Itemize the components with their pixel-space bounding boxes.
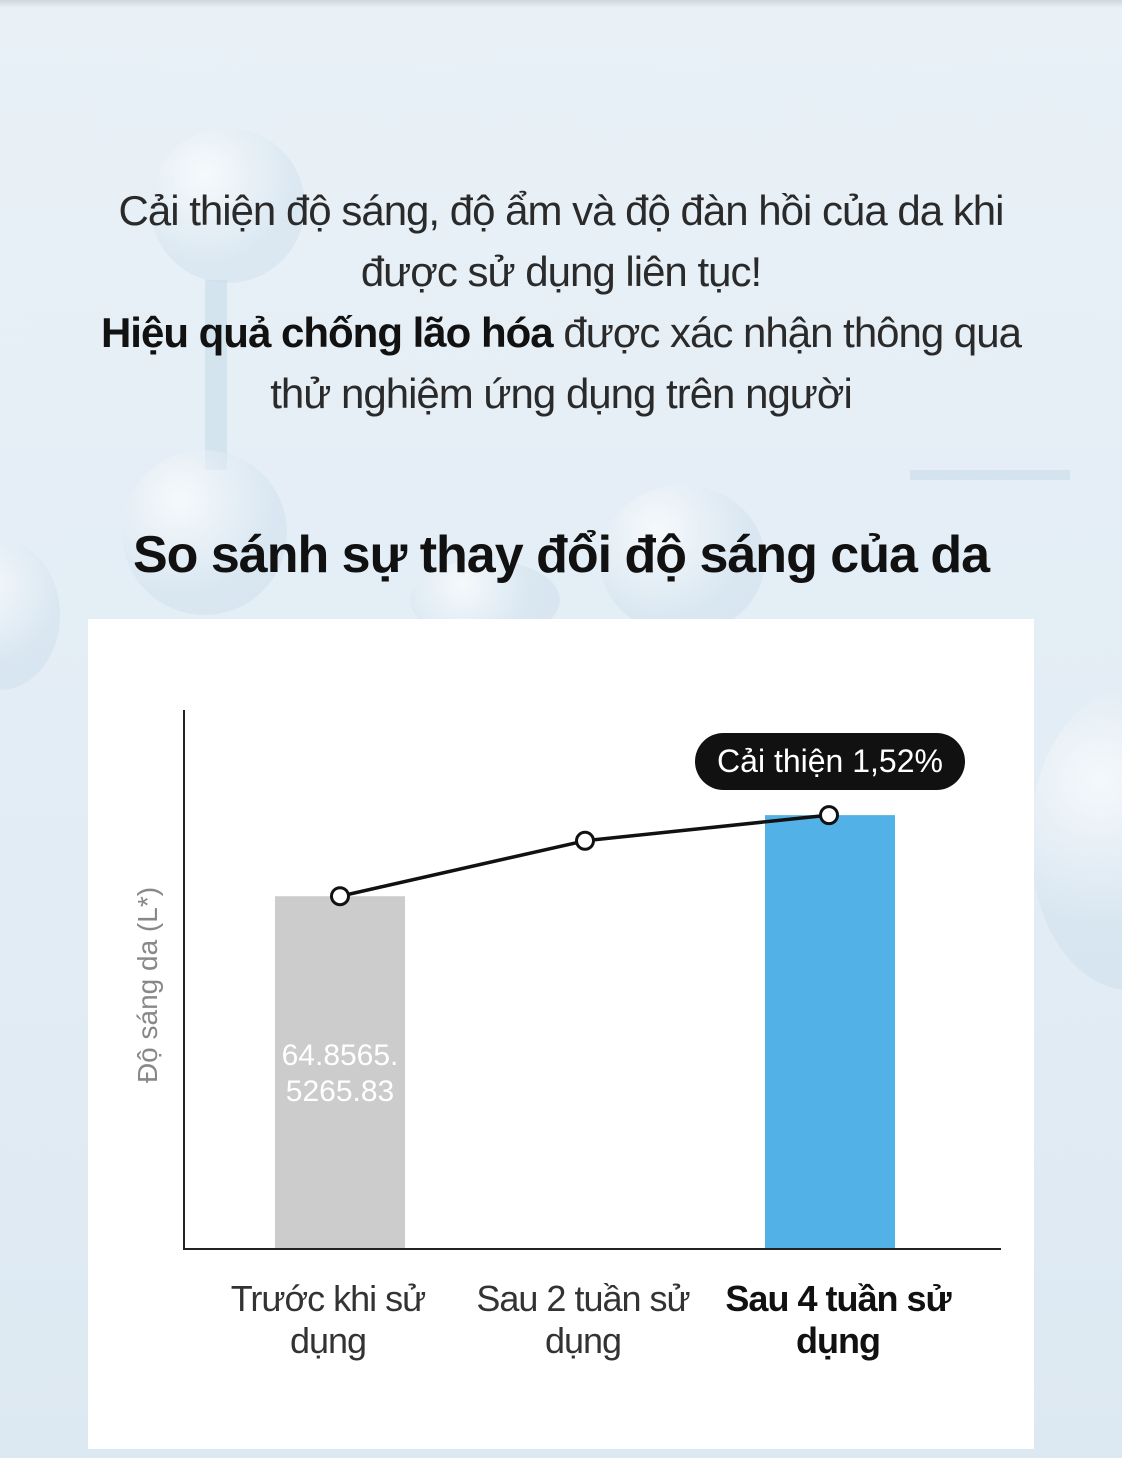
data-point-2 bbox=[819, 805, 839, 826]
headline-line-2: được sử dụng liên tục! bbox=[360, 248, 762, 295]
x-tick-line: Sau 4 tuần sử bbox=[725, 1278, 951, 1319]
headline-line-4: thử nghiệm ứng dụng trên người bbox=[270, 370, 853, 417]
x-tick-line: dụng bbox=[796, 1320, 881, 1361]
headline: Cải thiện độ sáng, độ ẩm và độ đàn hồi c… bbox=[40, 180, 1082, 424]
headline-emphasis: Hiệu quả chống lão hóa bbox=[100, 309, 554, 356]
top-shadow bbox=[0, 0, 1122, 8]
data-point-0 bbox=[330, 886, 350, 907]
x-tick-line: Trước khi sử bbox=[230, 1278, 426, 1319]
bar-value-line-1: 64.8565. bbox=[281, 1039, 399, 1072]
bar-2 bbox=[765, 815, 895, 1248]
trend-segment-1 bbox=[584, 813, 830, 843]
bar-value-label: 64.8565. 5265.83 bbox=[275, 1038, 405, 1110]
chart-title: So sánh sự thay đổi độ sáng của da bbox=[132, 526, 990, 584]
improvement-badge: Cải thiện 1,52% bbox=[695, 733, 965, 790]
trend-segment-0 bbox=[339, 839, 586, 898]
bar-0 bbox=[275, 896, 405, 1248]
headline-line-3-rest: được xác nhận thông qua bbox=[552, 309, 1022, 356]
headline-line-3: Hiệu quả chống lão hóa được xác nhận thô… bbox=[40, 302, 1082, 363]
x-tick-label-1: Sau 2 tuần sử dụng bbox=[463, 1278, 703, 1362]
data-point-1 bbox=[575, 830, 595, 851]
x-tick-line: Sau 2 tuần sử bbox=[476, 1278, 690, 1319]
bar-value-line-2: 5265.83 bbox=[285, 1075, 395, 1108]
x-tick-label-0: Trước khi sử dụng bbox=[208, 1278, 448, 1362]
y-axis-label: Độ sáng da (L*) bbox=[128, 880, 168, 1090]
headline-line-1: Cải thiện độ sáng, độ ẩm và độ đàn hồi c… bbox=[118, 187, 1005, 234]
x-tick-line: dụng bbox=[544, 1320, 622, 1361]
x-tick-line: dụng bbox=[289, 1320, 367, 1361]
x-tick-label-2: Sau 4 tuần sử dụng bbox=[718, 1278, 958, 1362]
y-axis-label-text: Độ sáng da (L*) bbox=[132, 886, 163, 1084]
